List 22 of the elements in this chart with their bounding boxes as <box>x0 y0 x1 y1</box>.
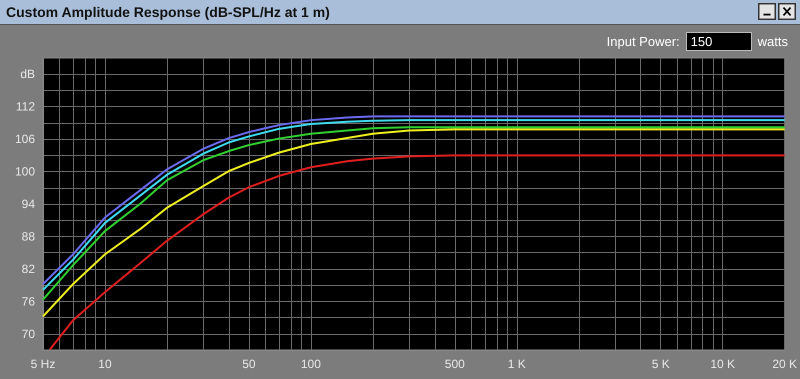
chart-title: Custom Amplitude Response (dB-SPL/Hz at 1 m) <box>6 4 330 20</box>
y-tick-label: 106 <box>14 132 36 146</box>
x-tick-label: 1 K <box>508 357 526 371</box>
text: watts <box>758 34 788 49</box>
x-tick-label: 20 K <box>772 357 797 371</box>
y-tick-label: 88 <box>22 229 36 244</box>
y-tick-label: 82 <box>22 262 36 276</box>
text: Input Power: <box>606 34 680 49</box>
y-tick-label: 94 <box>22 197 36 211</box>
x-tick-label: 50 <box>242 357 256 371</box>
y-tick-label: 70 <box>22 326 36 341</box>
text: 150 <box>686 32 752 51</box>
x-tick-label: 10 <box>98 357 112 371</box>
y-tick-label: 112 <box>16 100 36 114</box>
x-tick-label: 500 <box>444 357 466 371</box>
y-tick-label: dB <box>20 67 35 82</box>
x-tick-label: 5 Hz <box>30 357 56 371</box>
x-tick-label: 5 K <box>652 357 670 371</box>
y-tick-label: 76 <box>22 294 36 308</box>
x-tick-label: 10 K <box>710 357 736 371</box>
x-tick-label: 100 <box>300 357 322 371</box>
y-tick-label: 100 <box>14 164 36 179</box>
